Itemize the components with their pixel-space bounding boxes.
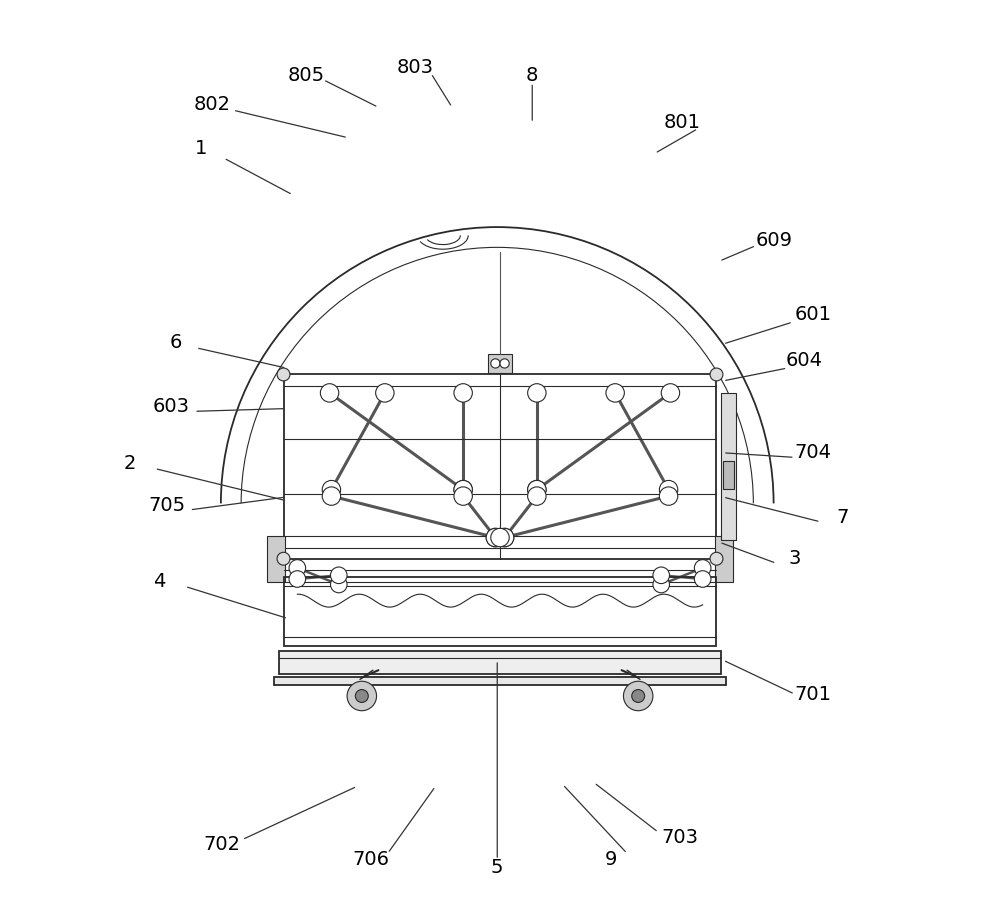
Circle shape [355, 689, 368, 702]
Circle shape [661, 383, 680, 402]
Circle shape [528, 487, 546, 505]
Text: 703: 703 [661, 828, 698, 847]
Bar [284, 374, 716, 559]
Text: 704: 704 [795, 444, 832, 462]
Bar [274, 676, 726, 685]
Text: 8: 8 [526, 66, 538, 85]
Circle shape [694, 571, 711, 588]
Circle shape [486, 529, 505, 547]
Text: 5: 5 [491, 857, 503, 877]
Circle shape [495, 529, 514, 547]
Circle shape [694, 560, 711, 577]
Text: 803: 803 [397, 58, 434, 78]
Bar [488, 354, 512, 372]
Text: 701: 701 [795, 685, 832, 704]
Circle shape [454, 480, 472, 499]
Circle shape [528, 480, 546, 499]
Circle shape [653, 567, 670, 584]
Circle shape [320, 383, 339, 402]
Circle shape [454, 480, 472, 499]
Circle shape [277, 368, 290, 381]
Bar [267, 536, 285, 582]
Circle shape [289, 571, 306, 588]
Text: 805: 805 [288, 66, 325, 85]
Circle shape [632, 689, 645, 702]
Text: 706: 706 [353, 850, 390, 869]
Circle shape [710, 368, 723, 381]
Circle shape [659, 487, 678, 505]
Text: 702: 702 [203, 834, 240, 854]
Circle shape [623, 681, 653, 711]
Bar [721, 393, 736, 541]
Text: 6: 6 [170, 333, 182, 352]
Bar [279, 650, 721, 674]
Text: 801: 801 [664, 114, 701, 132]
Text: 604: 604 [786, 351, 823, 371]
Circle shape [528, 383, 546, 402]
Text: 9: 9 [604, 850, 617, 869]
Text: 705: 705 [148, 496, 185, 515]
Circle shape [322, 487, 341, 505]
Text: 7: 7 [837, 508, 849, 527]
Circle shape [653, 577, 670, 593]
Text: 1: 1 [194, 140, 207, 158]
Circle shape [322, 480, 341, 499]
Circle shape [289, 560, 306, 577]
Circle shape [330, 577, 347, 593]
Circle shape [491, 359, 500, 368]
Circle shape [528, 480, 546, 499]
Circle shape [330, 567, 347, 584]
Text: 601: 601 [795, 305, 832, 324]
Circle shape [606, 383, 624, 402]
Text: 802: 802 [194, 95, 231, 114]
Circle shape [486, 529, 505, 547]
Circle shape [495, 529, 514, 547]
Circle shape [454, 487, 472, 505]
Circle shape [376, 383, 394, 402]
Circle shape [710, 553, 723, 565]
Text: 4: 4 [153, 572, 165, 591]
Circle shape [500, 359, 509, 368]
Circle shape [659, 480, 678, 499]
Bar [284, 578, 716, 646]
Text: 2: 2 [123, 455, 136, 473]
Circle shape [491, 529, 509, 547]
Circle shape [454, 383, 472, 402]
Bar [715, 536, 733, 582]
Text: 609: 609 [756, 231, 793, 250]
Circle shape [277, 553, 290, 565]
Circle shape [347, 681, 377, 711]
Bar [723, 461, 734, 489]
Text: 3: 3 [789, 549, 801, 568]
Text: 603: 603 [153, 397, 190, 416]
